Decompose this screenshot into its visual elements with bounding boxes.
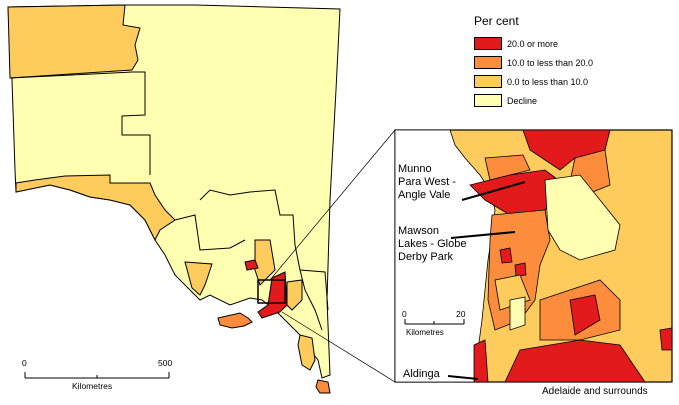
legend-swatch-red: [474, 37, 502, 50]
region-south-east[interactable]: [297, 334, 316, 371]
annotation-line: Para West -: [398, 176, 456, 188]
legend-title: Per cent: [474, 14, 519, 28]
legend-item: Decline: [474, 91, 593, 110]
region-adelaide-hills[interactable]: [286, 279, 303, 311]
main-scale-end: 500: [158, 358, 173, 368]
legend-swatch-orange: [474, 56, 502, 69]
inset-scale-end: 20: [456, 309, 466, 319]
legend-item: 0.0 to less than 10.0: [474, 72, 593, 91]
annotation-line: Derby Park: [398, 251, 454, 263]
legend: Per cent 20.0 or more 10.0 to less than …: [474, 14, 593, 110]
inset-scale-bar: [404, 319, 465, 325]
legend-label: 10.0 to less than 20.0: [507, 57, 594, 68]
main-map: [7, 4, 341, 394]
legend-swatch-yellow: [474, 94, 502, 107]
region-west-coast[interactable]: [15, 174, 176, 242]
annotation-line: Lakes - Globe: [398, 238, 467, 250]
legend-item: 20.0 or more: [474, 34, 593, 53]
inset-scale-unit: Kilometres: [406, 328, 444, 337]
annotation-munno-para: Munno Para West - Angle Vale: [398, 163, 456, 202]
inset-locator-box: [257, 279, 286, 304]
region-eyre[interactable]: [184, 261, 213, 296]
inset-scale-start: 0: [402, 309, 407, 319]
region-kangaroo-island[interactable]: [217, 312, 253, 329]
main-scale-bar: [24, 372, 170, 379]
legend-label: 20.0 or more: [507, 38, 559, 49]
inset-map: [394, 129, 673, 383]
main-scale-unit: Kilometres: [72, 381, 113, 391]
region-nw[interactable]: [7, 4, 141, 79]
annotation-mawson-lakes: Mawson Lakes - Globe Derby Park: [398, 225, 466, 264]
annotation-line: Mawson: [398, 225, 439, 237]
inset-caption: Adelaide and surrounds: [542, 386, 648, 397]
annotation-line: Munno: [398, 163, 432, 175]
legend-item: 10.0 to less than 20.0: [474, 53, 593, 72]
region-yorke-red[interactable]: [244, 259, 259, 271]
legend-swatch-light-orange: [474, 75, 502, 88]
legend-label: 0.0 to less than 10.0: [507, 76, 589, 87]
main-scale-start: 0: [22, 358, 27, 368]
region-mount-gambier[interactable]: [315, 379, 331, 394]
annotation-aldinga: Aldinga: [403, 368, 440, 380]
annotation-line: Angle Vale: [398, 189, 451, 201]
region-adelaide[interactable]: [257, 271, 288, 319]
legend-label: Decline: [507, 95, 538, 106]
